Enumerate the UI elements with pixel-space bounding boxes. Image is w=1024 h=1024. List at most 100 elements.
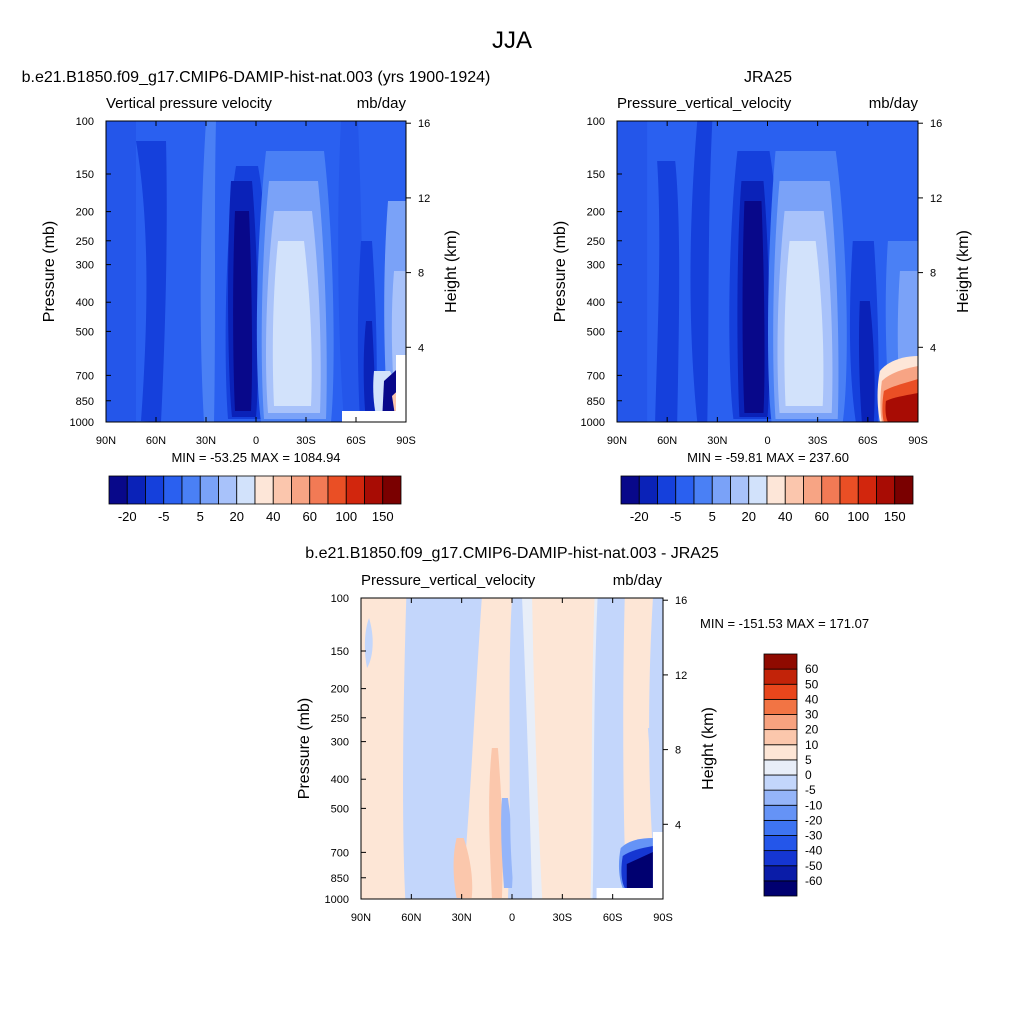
panel-model-xtick-label: 30S bbox=[296, 435, 316, 447]
panel-model-colorbar-box bbox=[291, 475, 311, 505]
panel-diff-ytick-label: 850 bbox=[331, 873, 349, 885]
panel-model-units: mb/day bbox=[357, 95, 407, 112]
panel-model-colorbar-label: 60 bbox=[303, 509, 317, 524]
panel-obs-colorbar-box bbox=[857, 475, 877, 505]
panel-model: b.e21.B1850.f09_g17.CMIP6-DAMIP-hist-nat… bbox=[22, 69, 491, 524]
panel-obs-ytick-label: 150 bbox=[587, 169, 605, 181]
panel-diff-y2tick-label: 4 bbox=[675, 819, 681, 831]
panel-model-colorbar-label: 20 bbox=[230, 509, 244, 524]
panel-obs-xtick-label: 0 bbox=[764, 435, 770, 447]
panel-model-xtick-label: 90N bbox=[96, 435, 116, 447]
panel-diff-colorbar-box bbox=[763, 789, 798, 806]
panel-model-xtick-label: 0 bbox=[253, 435, 259, 447]
panel-model-axes: 100 150 200 250 300 400 500 700 850 1000 16 12 8 4 90N… bbox=[41, 116, 460, 447]
panel-model-y2tick-label: 8 bbox=[418, 268, 424, 280]
panel-obs-colorbar-box bbox=[730, 475, 750, 505]
panel-diff-colorbar-label: -60 bbox=[805, 874, 823, 888]
panel-diff-colorbar-label: -50 bbox=[805, 859, 823, 873]
panel-model-header: b.e21.B1850.f09_g17.CMIP6-DAMIP-hist-nat… bbox=[22, 69, 491, 86]
panel-diff-plot bbox=[360, 597, 664, 900]
panel-diff-colorbar-label: 40 bbox=[805, 692, 819, 706]
panel-diff: b.e21.B1850.f09_g17.CMIP6-DAMIP-hist-nat… bbox=[296, 545, 869, 924]
panel-diff-colorbar-box bbox=[763, 714, 798, 731]
panel-diff-units: mb/day bbox=[613, 572, 663, 589]
panel-obs-colorbar-box bbox=[839, 475, 859, 505]
panel-diff-colorbar-label: 5 bbox=[805, 753, 812, 767]
panel-diff-colorbar-label: -5 bbox=[805, 783, 816, 797]
panel-obs-colorbar-label: -5 bbox=[670, 509, 682, 524]
panel-obs-ytick-label: 200 bbox=[587, 207, 605, 219]
panel-obs-colorbar-label: -20 bbox=[630, 509, 649, 524]
panel-model-y2tick-label: 4 bbox=[418, 342, 424, 354]
panel-model-ytick-label: 250 bbox=[76, 236, 94, 248]
panel-diff-xtick-label: 0 bbox=[509, 912, 515, 924]
panel-model-ylabel: Pressure (mb) bbox=[41, 221, 58, 322]
panel-obs-axes: 100 150 200 250 300 400 500 700 850 1000 16 12 8 4 90N… bbox=[552, 116, 972, 447]
panel-obs-colorbar: -20 -5 5 20 40 60 100 150 bbox=[620, 475, 914, 524]
panel-obs-colorbar-label: 5 bbox=[709, 509, 716, 524]
panel-model-colorbar-box bbox=[236, 475, 256, 505]
panel-model-ytick-label: 150 bbox=[76, 169, 94, 181]
panel-obs-colorbar-box bbox=[766, 475, 786, 505]
panel-model-colorbar-box bbox=[163, 475, 183, 505]
panel-diff-colorbar-label: 0 bbox=[805, 768, 812, 782]
panel-obs-header: JRA25 bbox=[744, 69, 792, 86]
panel-obs-colorbar-box bbox=[711, 475, 731, 505]
panel-obs-colorbar-label: 40 bbox=[778, 509, 792, 524]
panel-obs-xtick-label: 30S bbox=[808, 435, 828, 447]
panel-obs-colorbar-box bbox=[657, 475, 677, 505]
panel-model-colorbar-box bbox=[145, 475, 165, 505]
panel-obs-colorbar-box bbox=[803, 475, 823, 505]
panel-model-colorbar-box bbox=[364, 475, 384, 505]
panel-diff-y2label: Height (km) bbox=[700, 707, 717, 790]
panel-obs-ytick-label: 700 bbox=[587, 370, 605, 382]
panel-diff-colorbar-box bbox=[763, 835, 798, 852]
panel-diff-xtick-label: 90S bbox=[653, 912, 673, 924]
panel-obs-colorbar-box bbox=[638, 475, 658, 505]
panel-diff-colorbar-box bbox=[763, 774, 798, 791]
panel-model-colorbar-box bbox=[309, 475, 329, 505]
panel-model-colorbar-label: -20 bbox=[118, 509, 137, 524]
panel-model-colorbar-box bbox=[126, 475, 146, 505]
panel-model-colorbar-label: 150 bbox=[372, 509, 394, 524]
panel-diff-ytick-label: 1000 bbox=[325, 894, 349, 906]
panel-diff-xtick-label: 60S bbox=[603, 912, 623, 924]
panel-diff-stats: MIN = -151.53 MAX = 171.07 bbox=[700, 616, 869, 631]
panel-model-xtick-label: 60N bbox=[146, 435, 166, 447]
panel-obs-y2tick-label: 4 bbox=[930, 342, 936, 354]
panel-obs-xtick-label: 60N bbox=[657, 435, 677, 447]
panel-model-colorbar-box bbox=[254, 475, 274, 505]
panel-diff-ylabel: Pressure (mb) bbox=[296, 698, 313, 799]
panel-model-colorbar-label: -5 bbox=[158, 509, 170, 524]
panel-obs-xtick-label: 90S bbox=[908, 435, 928, 447]
panel-model-stats: MIN = -53.25 MAX = 1084.94 bbox=[171, 450, 340, 465]
panel-model-ytick-label: 700 bbox=[76, 370, 94, 382]
panel-model-y2tick-label: 12 bbox=[418, 193, 430, 205]
panel-diff-y2tick-label: 8 bbox=[675, 745, 681, 757]
panel-diff-colorbar-label: -10 bbox=[805, 798, 823, 812]
panel-model-colorbar-box bbox=[181, 475, 201, 505]
panel-diff-colorbar-box bbox=[763, 729, 798, 746]
panel-model-ytick-label: 200 bbox=[76, 207, 94, 219]
panel-diff-colorbar-label: 10 bbox=[805, 738, 819, 752]
panel-diff-xtick-label: 90N bbox=[351, 912, 371, 924]
panel-model-colorbar-label: 40 bbox=[266, 509, 280, 524]
panel-obs-ylabel: Pressure (mb) bbox=[552, 221, 569, 322]
panel-diff-y2tick-label: 12 bbox=[675, 670, 687, 682]
panel-obs-colorbar-label: 100 bbox=[847, 509, 869, 524]
panel-diff-colorbar-box bbox=[763, 744, 798, 761]
panel-model-colorbar-box bbox=[345, 475, 365, 505]
panel-diff-colorbar-box bbox=[763, 880, 798, 897]
panel-obs-y2tick-label: 8 bbox=[930, 268, 936, 280]
panel-obs-ytick-label: 100 bbox=[587, 116, 605, 128]
panel-model-colorbar-label: 5 bbox=[197, 509, 204, 524]
panel-diff-ytick-label: 300 bbox=[331, 737, 349, 749]
panel-obs-ytick-label: 400 bbox=[587, 297, 605, 309]
panel-diff-colorbar-box bbox=[763, 850, 798, 867]
panel-model-ytick-label: 300 bbox=[76, 260, 94, 272]
panel-obs-ytick-label: 1000 bbox=[581, 417, 605, 429]
panel-obs-colorbar-box bbox=[675, 475, 695, 505]
panel-diff-ytick-label: 250 bbox=[331, 713, 349, 725]
panel-obs-colorbar-box bbox=[876, 475, 896, 505]
